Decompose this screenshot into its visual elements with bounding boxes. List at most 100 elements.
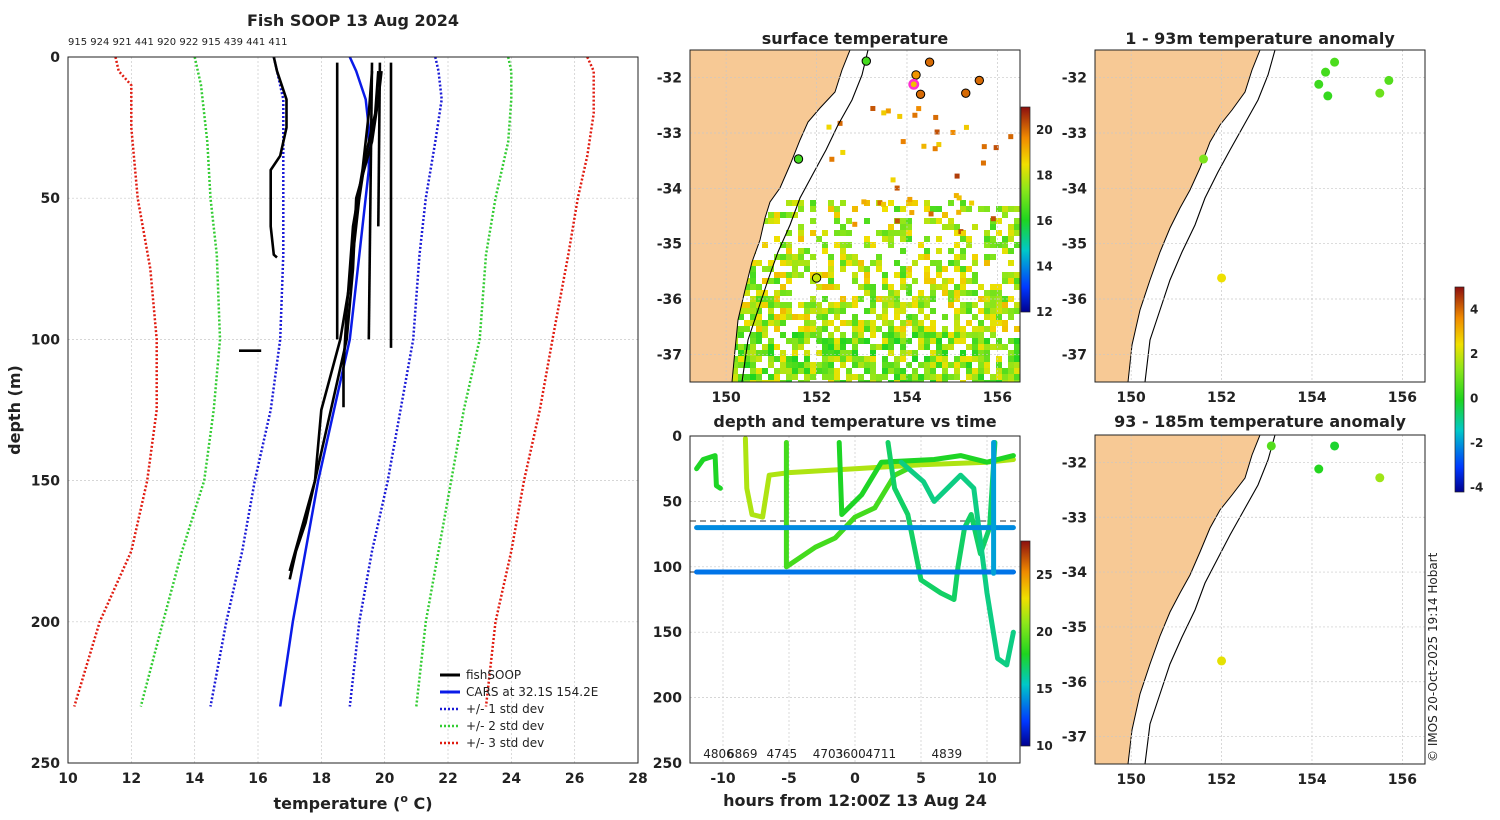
colorbar-tick-label: 20 (1036, 123, 1053, 137)
sst-pixel (798, 254, 804, 260)
colorbar-tick-label: 15 (1036, 682, 1053, 696)
anom1-yticks: -32 -33 -34 -35 -36 -37 (1062, 71, 1088, 364)
sst-pixel (876, 380, 882, 382)
x-tick-label: -5 (781, 771, 797, 787)
sst-pixel (948, 248, 954, 254)
sst-pixel (780, 380, 786, 382)
sst-pixel (924, 218, 930, 224)
sst-pixel (900, 278, 906, 284)
sst-pixel (822, 308, 828, 314)
sst-pixel (828, 332, 834, 338)
sst-pixel (882, 368, 888, 374)
sst-pixel (828, 362, 834, 368)
y-tick-label: 200 (653, 691, 682, 707)
sst-pixel (816, 368, 822, 374)
anom2-map (1095, 435, 1425, 764)
x-tick-label: 16 (248, 771, 267, 787)
sst-pixel (936, 380, 942, 382)
sst-pixel (948, 362, 954, 368)
sst-pixel (1014, 272, 1020, 278)
sst-pixel (906, 362, 912, 368)
sst-pixel (954, 374, 960, 380)
sst-pixel (900, 344, 906, 350)
sst-pixel (894, 368, 900, 374)
sst-pixel (750, 266, 756, 272)
sst-pixel (942, 224, 948, 230)
y-tick-label: -34 (1062, 565, 1088, 581)
sst-pixel (822, 356, 828, 362)
sst-pixel (852, 302, 858, 308)
x-tick-label: 156 (1388, 772, 1417, 788)
sst-pixel (954, 173, 960, 179)
sst-pixel (984, 380, 990, 382)
sst-pixel (870, 260, 876, 266)
sst-pixel (816, 236, 822, 242)
sst-pixel (876, 314, 882, 320)
sst-pixel (822, 296, 828, 302)
sst-pixel (930, 278, 936, 284)
sst-pixel (804, 260, 810, 266)
sst-pixel (810, 332, 816, 338)
sst-pixel (852, 314, 858, 320)
sst-pixel (996, 218, 1002, 224)
sst-pixel (1008, 338, 1014, 344)
y-tick-label: 50 (41, 191, 61, 207)
sst-pixel (828, 380, 834, 382)
anom2-yticks: -32 -33 -34 -35 -36 -37 (1062, 455, 1088, 745)
sst-pixel (738, 380, 744, 382)
sst-pixel (822, 344, 828, 350)
sst-pixel (1008, 278, 1014, 284)
sst-pixel (954, 332, 960, 338)
y-tick-label: 0 (672, 429, 682, 445)
sst-pixel (972, 260, 978, 266)
sst-pixel (870, 356, 876, 362)
anom1-panel: 1 - 93m temperature anomaly 150 152 154 156… (1062, 29, 1426, 406)
sst-pixel (888, 242, 894, 248)
sst-pixel (864, 236, 870, 242)
sst-pixel (890, 177, 896, 183)
anom1-map (1095, 50, 1425, 382)
sst-pixel (816, 338, 822, 344)
sst-pixel (756, 356, 762, 362)
sst-pixel (930, 350, 936, 356)
sst-pixel (756, 368, 762, 374)
sst-pixel (756, 374, 762, 380)
sst-pixel (894, 206, 900, 212)
anomaly-station-marker (1314, 79, 1324, 89)
sst-pixel (924, 374, 930, 380)
colorbar-tick-label: 4 (1470, 302, 1478, 316)
sst-pixel (960, 350, 966, 356)
sst-pixel (984, 308, 990, 314)
sst-pixel (906, 380, 912, 382)
sst-pixel (798, 206, 804, 212)
colorbar-tick-label: 12 (1036, 305, 1053, 319)
sst-pixel (846, 368, 852, 374)
sst-pixel (786, 368, 792, 374)
sst-pixel (768, 308, 774, 314)
sst-pixel (978, 368, 984, 374)
sst-pixel (984, 338, 990, 344)
sst-pixel (834, 368, 840, 374)
sst-pixel (744, 350, 750, 356)
colorbar-tick-label: 2 (1470, 347, 1478, 361)
sst-pixel (792, 212, 798, 218)
sst-pixel (912, 326, 918, 332)
std-line-plus1 (348, 56, 443, 707)
sst-pixel (888, 368, 894, 374)
anom1-title: 1 - 93m temperature anomaly (1125, 29, 1395, 48)
sst-pixel (750, 272, 756, 278)
sst-pixel (864, 272, 870, 278)
sst-pixel (978, 338, 984, 344)
sst-pixel (936, 332, 942, 338)
sst-pixel (870, 290, 876, 296)
sst-pixel (822, 374, 828, 380)
sst-pixel (1008, 350, 1014, 356)
sst-pixel (900, 368, 906, 374)
fish-profile-p3 (288, 70, 383, 580)
profile-axes-box (67, 56, 639, 764)
sst-pixel (786, 308, 792, 314)
surface-yticks: -32 -33 -34 -35 -36 -37 (657, 71, 683, 364)
sst-pixel (966, 278, 972, 284)
sst-pixel (948, 218, 954, 224)
sst-pixel (750, 380, 756, 382)
